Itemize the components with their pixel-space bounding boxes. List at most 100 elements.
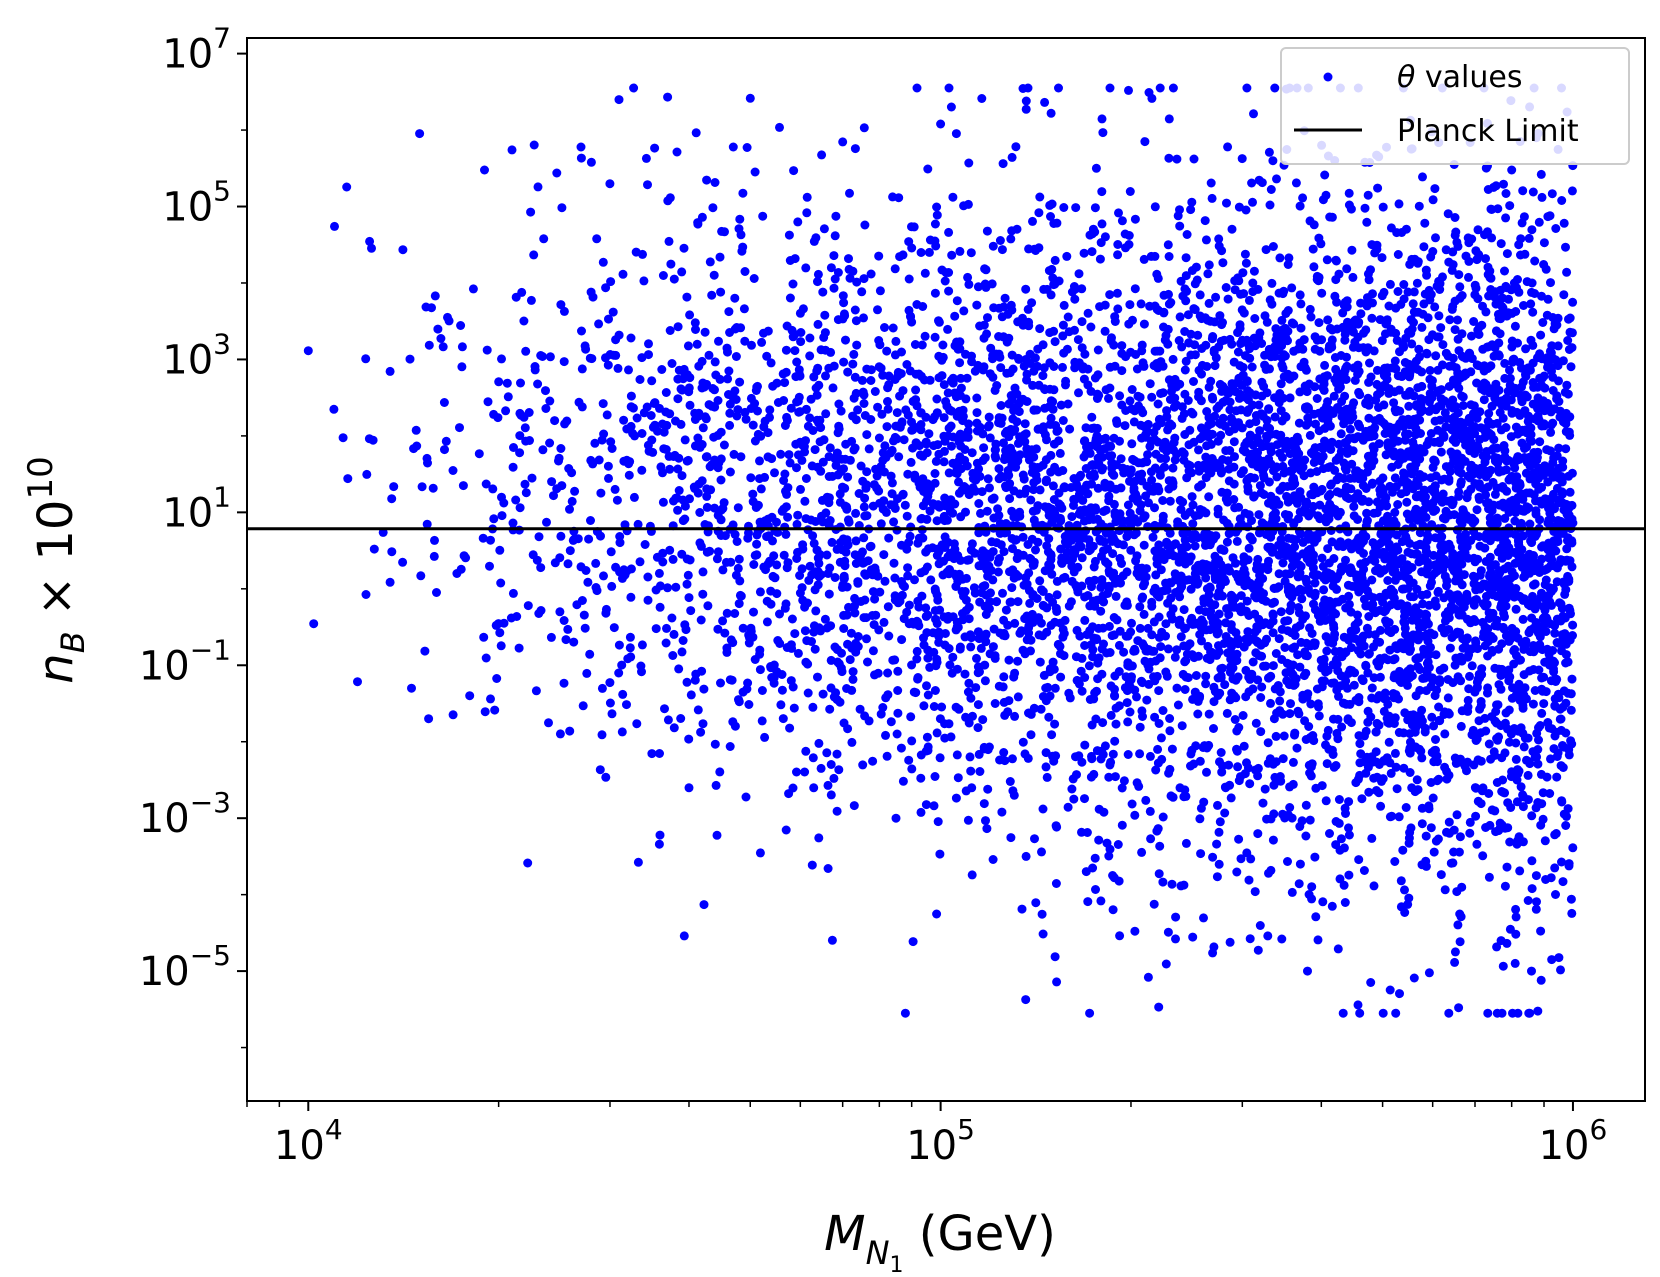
scatter-point [398, 245, 408, 255]
scatter-point [803, 688, 813, 698]
scatter-point [606, 437, 616, 447]
scatter-point [536, 351, 546, 360]
scatter-point [1389, 398, 1399, 408]
scatter-point [494, 377, 504, 387]
scatter-point [556, 531, 566, 541]
scatter-point [892, 729, 902, 739]
scatter-point [361, 354, 371, 364]
scatter-point [1524, 233, 1534, 243]
scatter-point [1244, 295, 1254, 305]
scatter-point [943, 324, 953, 334]
scatter-point [1164, 422, 1174, 432]
scatter-point [1556, 599, 1566, 609]
scatter-point [898, 776, 908, 786]
scatter-point [726, 635, 736, 645]
scatter-point [1497, 553, 1507, 563]
scatter-point [1167, 744, 1177, 754]
scatter-point [1214, 234, 1224, 244]
scatter-point [411, 425, 421, 435]
scatter-point [1112, 288, 1122, 298]
scatter-point [891, 336, 901, 346]
scatter-point [1162, 671, 1172, 681]
scatter-point [1454, 467, 1464, 477]
scatter-point [1319, 585, 1329, 595]
scatter-point [851, 536, 861, 546]
scatter-point [930, 219, 940, 229]
scatter-point [1502, 311, 1512, 321]
scatter-point [1510, 958, 1520, 968]
scatter-point [1464, 272, 1473, 282]
scatter-point [1245, 779, 1255, 789]
scatter-point [831, 460, 841, 470]
scatter-point [870, 594, 880, 604]
scatter-point [1344, 188, 1354, 198]
scatter-point [889, 558, 899, 568]
scatter-point [834, 399, 844, 409]
scatter-point [1114, 701, 1124, 711]
scatter-point [1517, 438, 1527, 448]
scatter-point [841, 335, 850, 345]
scatter-point [1562, 267, 1572, 277]
scatter-point [1043, 682, 1053, 692]
scatter-point [1280, 323, 1290, 333]
scatter-point [1321, 504, 1331, 514]
scatter-point [843, 724, 853, 734]
scatter-point [1186, 205, 1196, 215]
scatter-point [796, 328, 806, 337]
scatter-point [977, 632, 987, 642]
scatter-point [1498, 293, 1507, 303]
scatter-point [1552, 772, 1562, 782]
scatter-point [541, 386, 550, 396]
scatter-point [692, 339, 702, 349]
scatter-point [676, 714, 686, 723]
scatter-point [1527, 856, 1537, 866]
scatter-point [978, 715, 988, 725]
scatter-point [1381, 493, 1391, 503]
scatter-point [765, 405, 775, 415]
scatter-point [1060, 615, 1070, 625]
scatter-point [930, 288, 940, 298]
scatter-point [1471, 246, 1481, 256]
scatter-point [631, 247, 641, 257]
scatter-point [1392, 784, 1402, 794]
scatter-point [976, 643, 986, 653]
scatter-point [1303, 418, 1313, 428]
scatter-point [1154, 632, 1164, 642]
scatter-point [992, 597, 1001, 606]
scatter-point [778, 714, 788, 724]
scatter-point [1552, 320, 1562, 330]
scatter-point [1091, 885, 1100, 894]
scatter-point [1109, 499, 1119, 509]
scatter-point [977, 588, 987, 598]
scatter-point [387, 494, 397, 504]
scatter-point [565, 726, 575, 736]
scatter-point [949, 539, 959, 549]
scatter-point [637, 667, 646, 677]
scatter-point [793, 217, 803, 227]
scatter-point [796, 484, 805, 494]
scatter-point [1390, 857, 1400, 866]
scatter-point [626, 421, 636, 431]
scatter-point [898, 386, 908, 396]
scatter-point [1413, 383, 1423, 393]
scatter-point [1193, 709, 1203, 719]
scatter-point [489, 514, 499, 524]
scatter-point [1546, 278, 1555, 288]
scatter-point [545, 438, 555, 448]
scatter-point [515, 503, 525, 513]
scatter-point [893, 708, 903, 718]
scatter-point [1481, 823, 1491, 832]
scatter-point [834, 765, 844, 775]
scatter-point [1567, 674, 1577, 684]
scatter-point [1393, 287, 1403, 296]
scatter-point [1287, 887, 1297, 897]
scatter-point [1376, 801, 1386, 811]
scatter-point [1402, 497, 1412, 507]
scatter-point [1334, 439, 1344, 449]
scatter-point [546, 632, 556, 642]
scatter-point [1037, 585, 1046, 595]
scatter-point [1135, 392, 1145, 402]
scatter-point [433, 324, 443, 334]
scatter-point [1551, 890, 1560, 899]
scatter-point [1548, 458, 1558, 468]
